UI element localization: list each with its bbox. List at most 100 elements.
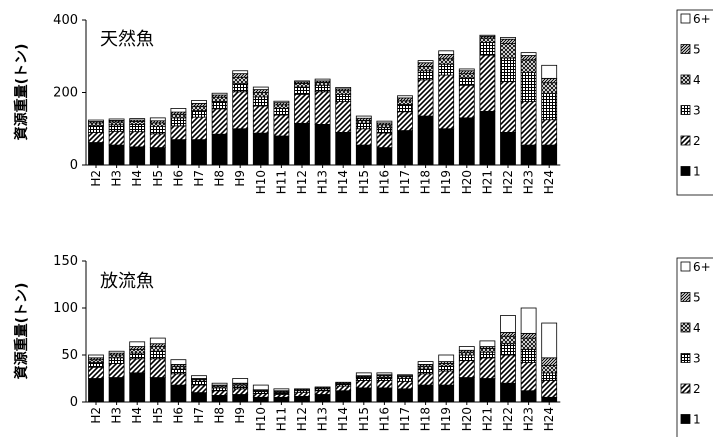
bar-segment-H23-age-1 xyxy=(520,144,537,166)
x-tick-label: H10 xyxy=(254,407,268,431)
bar-segment-H17-age-4 xyxy=(397,100,413,105)
bar-segment-H3-age-6+ xyxy=(108,118,125,121)
bar-segment-H18-age-1 xyxy=(417,384,434,403)
bar-segment-H5-age-4 xyxy=(149,122,166,127)
bar-segment-H19-age-4 xyxy=(438,363,455,367)
x-tick-label: H8 xyxy=(213,407,227,424)
bar-segment-H23-age-6+ xyxy=(520,52,537,56)
bar-segment-H17-age-3 xyxy=(397,104,413,113)
bar-segment-H6-age-4 xyxy=(170,113,187,119)
bar-segment-H14-age-1 xyxy=(335,390,352,403)
bar-segment-H7-age-3 xyxy=(191,110,207,118)
bar-segment-H2-age-3 xyxy=(88,125,104,133)
y-tick-label: 50 xyxy=(61,348,78,363)
bar-segment-H18-age-4 xyxy=(417,365,434,370)
bar-segment-H16-age-3 xyxy=(376,127,393,134)
bar-segment-H11-age-2 xyxy=(273,114,290,137)
bar-segment-H15-age-1 xyxy=(355,387,372,403)
bar-segment-H18-age-3 xyxy=(417,70,434,81)
bar-segment-H4-age-6+ xyxy=(129,341,146,347)
bar-segment-H24-age-5 xyxy=(541,77,558,84)
bar-segment-H16-age-6+ xyxy=(376,372,393,376)
bar-segment-H10-age-6+ xyxy=(252,384,269,391)
bar-segment-H24-age-2 xyxy=(541,119,558,146)
bar-segment-H16-age-2 xyxy=(376,379,393,389)
bar-segment-H24-age-6+ xyxy=(541,64,558,79)
bar-segment-H22-age-4 xyxy=(500,43,516,59)
bar-segment-H7-age-1 xyxy=(191,139,207,166)
bar-segment-H22-age-1 xyxy=(500,131,516,166)
bar-segment-H20-age-1 xyxy=(458,377,475,403)
bar-segment-H17-age-6+ xyxy=(397,374,413,377)
bar-segment-H7-age-5 xyxy=(191,102,207,107)
bar-segment-H13-age-6+ xyxy=(314,78,331,82)
bar-segment-H12-age-1 xyxy=(294,395,310,403)
bar-segment-H19-age-4 xyxy=(438,58,455,65)
bar-segment-H2-age-1 xyxy=(88,142,104,166)
bar-segment-H14-age-5 xyxy=(335,381,352,384)
panel-title: 天然魚 xyxy=(100,29,154,50)
bar-segment-H17-age-2 xyxy=(397,380,413,390)
bar-segment-H18-age-3 xyxy=(417,368,434,375)
bar-segment-H12-age-4 xyxy=(294,83,310,88)
x-tick-label: H11 xyxy=(274,170,288,194)
bar-segment-H4-age-3 xyxy=(129,352,146,360)
y-axis-label: 資源重量(トン) xyxy=(13,283,30,380)
bar-segment-H7-age-3 xyxy=(191,380,207,386)
x-tick-label: H10 xyxy=(254,170,268,194)
bar-segment-H21-age-4 xyxy=(479,37,496,43)
bar-segment-H4-age-6+ xyxy=(129,118,146,121)
bar-segment-H16-age-6+ xyxy=(376,120,393,124)
bar-segment-H2-age-2 xyxy=(88,131,104,143)
legend-swatch-6+ xyxy=(680,13,691,24)
x-tick-label: H8 xyxy=(213,170,227,187)
bar-segment-H11-age-6+ xyxy=(273,388,290,392)
x-tick-label: H14 xyxy=(336,407,350,431)
bar-segment-H16-age-2 xyxy=(376,132,393,149)
legend-swatch-1 xyxy=(680,414,691,424)
legend-label-4: 4 xyxy=(693,321,701,335)
bar-segment-H17-age-1 xyxy=(397,130,413,166)
bar-segment-H19-age-3 xyxy=(438,365,455,372)
bar-segment-H24-age-1 xyxy=(541,144,558,166)
bar-segment-H23-age-4 xyxy=(520,337,537,350)
bar-segment-H4-age-3 xyxy=(129,124,146,133)
bar-segment-H11-age-1 xyxy=(273,135,290,166)
bar-segment-H15-age-6+ xyxy=(355,372,372,377)
bar-segment-H16-age-1 xyxy=(376,387,393,403)
x-tick-label: H19 xyxy=(439,170,453,194)
bar-segment-H20-age-1 xyxy=(458,117,475,166)
bar-segment-H22-age-1 xyxy=(500,382,516,403)
bar-segment-H3-age-4 xyxy=(108,354,125,359)
bar-segment-H2-age-6+ xyxy=(88,354,104,359)
x-tick-label: H18 xyxy=(419,170,433,194)
bar-segment-H4-age-4 xyxy=(129,348,146,354)
bar-segment-H19-age-1 xyxy=(438,128,455,166)
legend-box xyxy=(676,257,713,437)
bar-segment-H22-age-6+ xyxy=(500,315,516,333)
x-tick-label: H16 xyxy=(377,407,391,431)
bar-segment-H19-age-3 xyxy=(438,63,455,76)
x-tick-label: H14 xyxy=(336,170,350,194)
bar-segment-H3-age-1 xyxy=(108,144,125,166)
bar-segment-H19-age-5 xyxy=(438,54,455,60)
legend: 6+ 5 4 3 2 1 xyxy=(676,257,713,437)
legend-box xyxy=(676,9,713,196)
bar-segment-H20-age-3 xyxy=(458,77,475,86)
x-tick-label: H15 xyxy=(357,170,371,194)
legend-label-5: 5 xyxy=(693,291,701,305)
bar-segment-H2-age-3 xyxy=(88,362,104,368)
x-tick-label: H17 xyxy=(398,407,412,431)
bar-segment-H14-age-2 xyxy=(335,101,352,133)
legend-swatch-2 xyxy=(680,135,691,146)
bar-segment-H3-age-3 xyxy=(108,357,125,364)
bar-segment-H5-age-3 xyxy=(149,126,166,135)
legend-swatch-1 xyxy=(680,166,691,176)
bar-segment-H23-age-6+ xyxy=(520,307,537,334)
bar-segment-H9-age-1 xyxy=(232,128,249,166)
bar-segment-H24-age-1 xyxy=(541,396,558,403)
bar-segment-H24-age-6+ xyxy=(541,322,558,359)
bar-segment-H10-age-5 xyxy=(252,89,269,93)
bar-segment-H23-age-5 xyxy=(520,332,537,339)
